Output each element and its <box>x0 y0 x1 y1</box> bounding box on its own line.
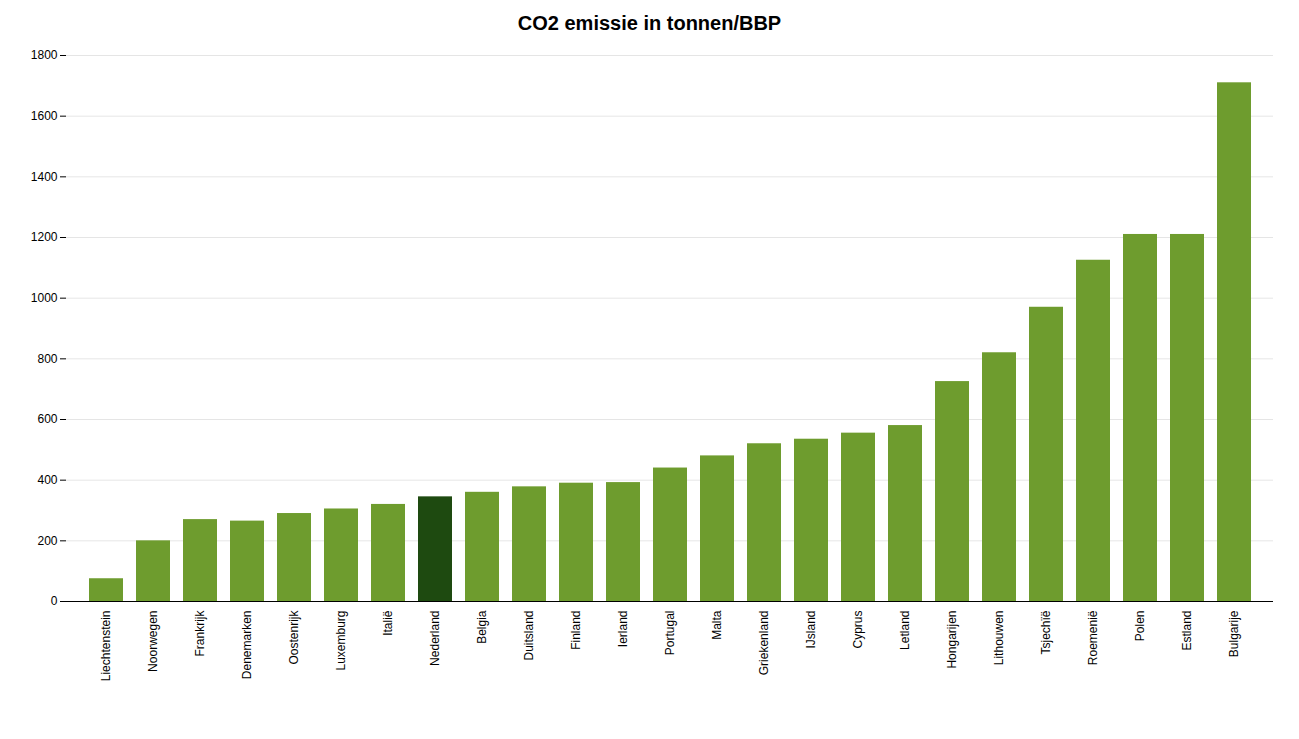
svg-text:Roemenië: Roemenië <box>1086 610 1100 665</box>
svg-text:Estland: Estland <box>1180 611 1194 651</box>
svg-text:Noorwegen: Noorwegen <box>146 611 160 672</box>
svg-text:Hongarijen: Hongarijen <box>945 611 959 669</box>
svg-text:Portugal: Portugal <box>663 611 677 656</box>
svg-text:Liechtenstein: Liechtenstein <box>99 611 113 682</box>
svg-text:Ierland: Ierland <box>616 611 630 648</box>
svg-text:1600: 1600 <box>31 109 58 123</box>
svg-text:Frankrijk: Frankrijk <box>193 610 207 657</box>
svg-text:IJsland: IJsland <box>804 611 818 649</box>
svg-text:Lithouwen: Lithouwen <box>992 611 1006 666</box>
svg-text:1800: 1800 <box>31 48 58 62</box>
svg-text:Luxemburg: Luxemburg <box>334 611 348 671</box>
svg-text:Polen: Polen <box>1133 611 1147 642</box>
svg-text:800: 800 <box>37 352 57 366</box>
svg-text:Griekenland: Griekenland <box>757 611 771 676</box>
svg-text:1400: 1400 <box>31 170 58 184</box>
svg-text:1000: 1000 <box>31 291 58 305</box>
svg-text:Denemarken: Denemarken <box>240 611 254 680</box>
svg-text:Tsjechïë: Tsjechïë <box>1039 610 1053 654</box>
svg-text:Finland: Finland <box>569 611 583 650</box>
svg-text:1200: 1200 <box>31 230 58 244</box>
svg-text:Malta: Malta <box>710 610 724 640</box>
svg-text:Duitsland: Duitsland <box>522 611 536 661</box>
svg-text:Cyprus: Cyprus <box>851 611 865 649</box>
svg-text:Letland: Letland <box>898 611 912 650</box>
html-text:CO2 emissie in tonnen/BBP: CO2 emissie in tonnen/BBP <box>517 12 782 34</box>
svg-text:200: 200 <box>37 534 57 548</box>
svg-text:Belgia: Belgia <box>475 610 489 644</box>
svg-text:Oostenrijk: Oostenrijk <box>287 610 301 665</box>
svg-text:0: 0 <box>51 594 58 608</box>
svg-text:Nederland: Nederland <box>428 611 442 666</box>
svg-text:Bulgarije: Bulgarije <box>1227 610 1241 657</box>
svg-text:600: 600 <box>37 412 57 426</box>
svg-text:400: 400 <box>37 473 57 487</box>
svg-text:Italië: Italië <box>381 610 395 636</box>
